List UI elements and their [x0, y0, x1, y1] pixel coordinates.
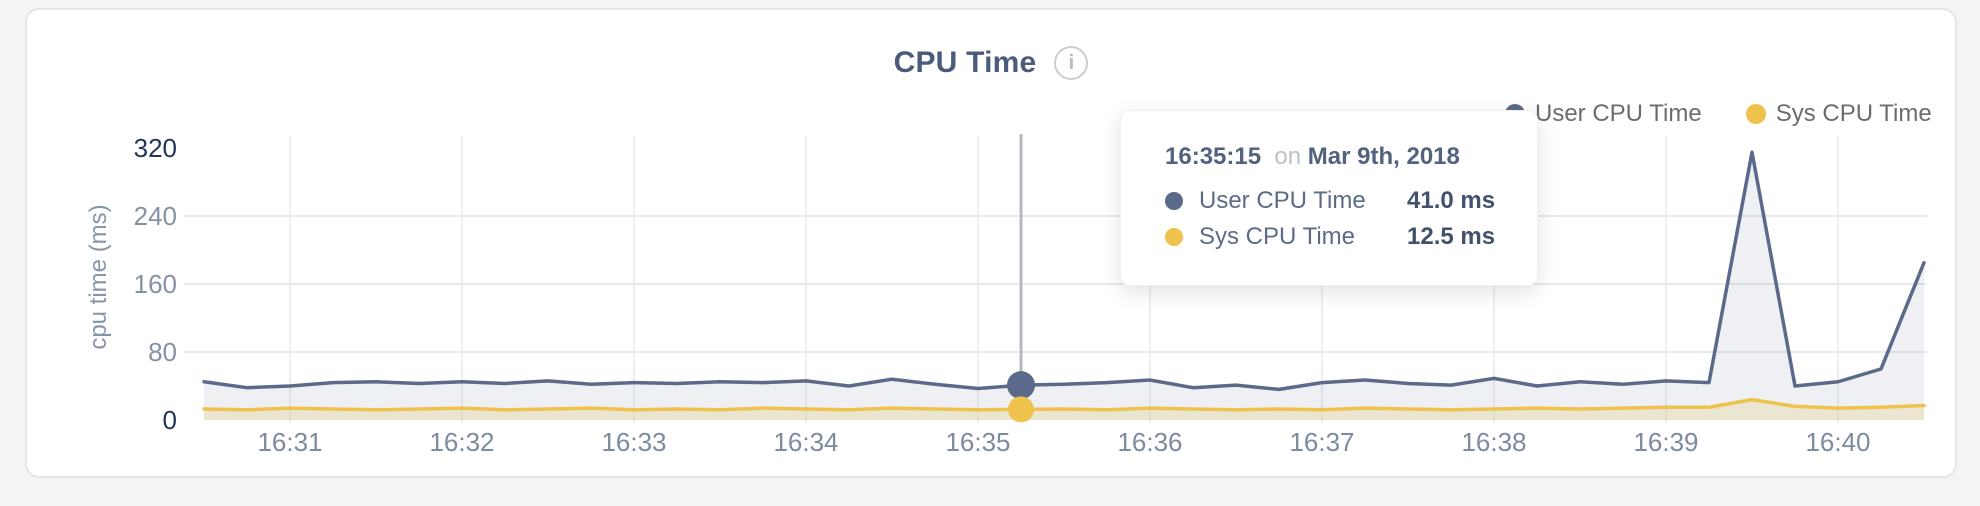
chart-plot-area[interactable]: 16:31 16:32 16:33 16:34 16:35 16:36 16:37 16:38…	[27, 10, 1980, 506]
info-icon-glyph: i	[1068, 51, 1075, 74]
tooltip-time: 16:35:15	[1165, 143, 1262, 170]
x-axis-tick-label: 16:40	[1805, 427, 1870, 457]
info-icon[interactable]: i	[1054, 46, 1089, 80]
chart-title: CPU Time	[893, 46, 1037, 79]
tooltip-series-value: 41.0 ms	[1407, 187, 1496, 214]
user-series-dot-icon	[1165, 192, 1183, 210]
legend-label: User CPU Time	[1535, 100, 1702, 127]
user-cpu-time-line	[202, 150, 1926, 392]
tooltip-series-label: Sys CPU Time	[1199, 223, 1356, 250]
tooltip-row-sys: Sys CPU Time 12.5 ms	[1165, 219, 1517, 255]
sys-series-dot-icon	[1165, 228, 1183, 246]
x-axis-tick-label: 16:31	[257, 427, 322, 457]
tooltip-connector-word: on	[1274, 143, 1302, 170]
hover-marker-sys-cpu-time	[1008, 396, 1034, 423]
y-axis-tick-label: 0	[163, 405, 177, 435]
tooltip-date: Mar 9th, 2018	[1307, 143, 1460, 170]
x-axis-tick-label: 16:33	[601, 427, 666, 457]
legend-item-user-cpu-time[interactable]: User CPU Time	[1505, 100, 1702, 128]
tooltip-row-user: User CPU Time 41.0 ms	[1165, 183, 1517, 219]
chart-header: CPU Time i	[27, 46, 1955, 80]
y-axis-tick-label: 160	[134, 269, 177, 299]
x-axis-tick-label: 16:34	[773, 427, 838, 457]
x-axis-tick-label: 16:39	[1633, 427, 1698, 457]
y-axis-tick-label: 320	[134, 133, 177, 163]
tooltip-series-label: User CPU Time	[1199, 187, 1366, 214]
x-axis-tick-label: 16:38	[1461, 427, 1526, 457]
hover-marker-user-cpu-time	[1007, 371, 1035, 400]
x-axis-tick-label: 16:37	[1289, 427, 1354, 457]
x-axis-tick-label: 16:35	[945, 427, 1010, 457]
legend: User CPU Time Sys CPU Time	[1505, 100, 1932, 128]
sys-series-dot-icon	[1745, 104, 1766, 124]
legend-item-sys-cpu-time[interactable]: Sys CPU Time	[1745, 100, 1932, 128]
tooltip-title: 16:35:15 on Mar 9th, 2018	[1165, 143, 1517, 171]
x-axis-tick-label: 16:32	[429, 427, 494, 457]
chart-card: CPU Time i cpu time (ms) User CPU Time S…	[25, 8, 1957, 478]
hover-tooltip: 16:35:15 on Mar 9th, 2018 User CPU Time …	[1120, 110, 1538, 286]
y-axis-tick-label: 240	[134, 201, 177, 231]
sys-cpu-time-line	[202, 397, 1926, 412]
tooltip-series-value: 12.5 ms	[1407, 223, 1496, 250]
user-cpu-time-area	[204, 152, 1924, 420]
y-axis-tick-label: 80	[148, 337, 177, 367]
legend-label: Sys CPU Time	[1775, 100, 1932, 127]
x-axis-tick-label: 16:36	[1117, 427, 1182, 457]
